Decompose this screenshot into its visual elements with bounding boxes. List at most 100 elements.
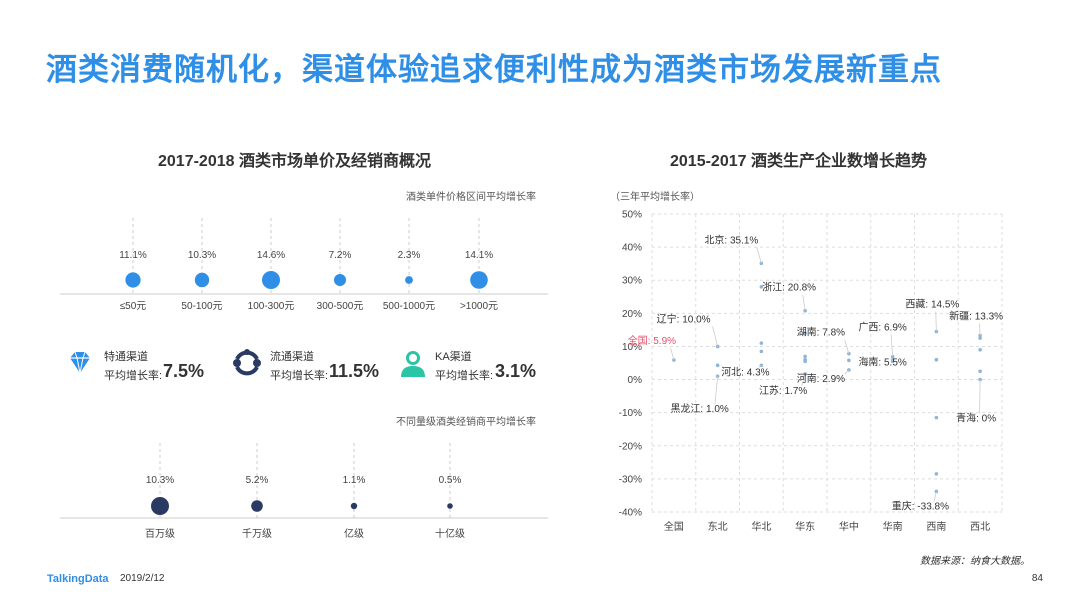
dealer-category-label: 千万级 bbox=[242, 529, 272, 540]
person-icon bbox=[401, 351, 425, 377]
annotation-leader bbox=[801, 373, 806, 387]
region-point bbox=[759, 285, 764, 289]
price-point bbox=[194, 272, 210, 288]
region-annotation: 湖南: 7.8% bbox=[797, 326, 845, 339]
region-x-tick: 华北 bbox=[751, 520, 771, 533]
channel-stat-1 bbox=[66, 348, 94, 381]
region-x-tick: 华东 bbox=[795, 520, 815, 533]
price-category-label: ≤50元 bbox=[119, 301, 147, 312]
region-annotation: 江苏: 1.7% bbox=[759, 384, 807, 397]
channel-value-1: 7.5% bbox=[163, 361, 205, 381]
region-annotation: 西藏: 14.5% bbox=[905, 299, 959, 311]
region-point bbox=[803, 331, 807, 335]
region-x-tick: 华中 bbox=[839, 520, 859, 533]
region-point bbox=[803, 354, 807, 359]
dealer-point bbox=[447, 503, 453, 509]
region-annotation: 重庆: -33.8% bbox=[892, 499, 949, 512]
annotation-leader bbox=[890, 334, 894, 357]
region-point bbox=[978, 377, 982, 382]
region-y-tick: 10% bbox=[622, 342, 642, 353]
price-point bbox=[405, 276, 413, 284]
annotation-leader bbox=[844, 369, 850, 375]
region-annotation: 全国: 5.9% bbox=[628, 334, 676, 347]
region-growth-chart: -40% -30% -20% -10% 0% 10% 20% 30% 40% 50% 全国 东北 华北… bbox=[619, 210, 1004, 534]
region-annotation: 海南: 5.5% bbox=[858, 355, 906, 368]
region-y-tick: -10% bbox=[619, 408, 642, 419]
region-y-tick: -30% bbox=[619, 474, 642, 485]
dealer-level-chart bbox=[60, 443, 548, 519]
dealer-point bbox=[151, 497, 169, 515]
region-y-tick: -20% bbox=[619, 441, 642, 452]
footer-logo: TalkingData bbox=[47, 573, 109, 585]
price-point bbox=[262, 271, 280, 289]
region-point bbox=[759, 349, 764, 354]
annotation-leader bbox=[890, 357, 893, 362]
region-x-tick: 华南 bbox=[883, 520, 903, 533]
region-y-tick: -40% bbox=[619, 508, 642, 519]
dealer-level-note: 不同量级酒类经销商平均增长率 bbox=[396, 417, 536, 428]
right-section-title: 2015-2017 酒类生产企业数增长趋势 bbox=[670, 153, 927, 170]
channel-label-2: 平均增长率: bbox=[270, 370, 329, 382]
region-point bbox=[934, 329, 939, 334]
price-category-label: 50-100元 bbox=[181, 301, 223, 312]
annotation-leader bbox=[670, 347, 675, 361]
dealer-category-label: 百万级 bbox=[145, 529, 175, 540]
region-annotation: 黑龙江: 1.0% bbox=[670, 402, 728, 415]
region-point bbox=[759, 261, 764, 266]
region-annotation: 辽宁: 10.0% bbox=[657, 312, 711, 325]
price-value-label: 11.1% bbox=[119, 250, 147, 261]
price-category-label: 100-300元 bbox=[247, 301, 295, 312]
price-category-label: 500-1000元 bbox=[382, 301, 436, 312]
price-value-label: 10.3% bbox=[187, 250, 217, 261]
price-value-label: 14.1% bbox=[464, 250, 494, 261]
region-annotation: 广西: 6.9% bbox=[858, 322, 906, 334]
region-point bbox=[978, 333, 982, 338]
unit-note: （三年平均增长率） bbox=[610, 192, 700, 203]
region-x-tick: 全国 bbox=[664, 520, 684, 533]
page-number: 84 bbox=[1031, 573, 1043, 584]
channel-label-3: 平均增长率: bbox=[435, 370, 494, 382]
region-point bbox=[934, 472, 939, 476]
region-point bbox=[978, 336, 982, 340]
region-y-tick: 0% bbox=[628, 375, 643, 386]
dealer-value-label: 10.3% bbox=[145, 475, 175, 486]
annotation-leader bbox=[712, 326, 719, 347]
channel-name-2: 流通渠道 bbox=[270, 351, 314, 363]
channel-name-1: 特通渠道 bbox=[104, 351, 148, 363]
circulation-icon bbox=[233, 349, 261, 376]
channel-value-2: 11.5% bbox=[329, 361, 380, 381]
footer-date: 2019/2/12 bbox=[120, 573, 165, 584]
region-point bbox=[759, 341, 764, 345]
price-point bbox=[470, 271, 488, 289]
region-point bbox=[847, 358, 851, 363]
price-value-label: 2.3% bbox=[397, 250, 421, 261]
price-value-label: 7.2% bbox=[328, 250, 352, 261]
annotation-leader bbox=[933, 491, 937, 502]
region-point bbox=[715, 344, 720, 349]
dealer-point bbox=[350, 502, 358, 510]
region-point bbox=[672, 358, 676, 362]
dealer-point bbox=[251, 500, 263, 512]
price-point bbox=[125, 272, 141, 288]
channel-stat-3 bbox=[398, 347, 428, 384]
price-value-label: 14.6% bbox=[256, 250, 286, 261]
region-annotation: 河北: 4.3% bbox=[721, 366, 769, 378]
price-range-chart bbox=[60, 218, 548, 295]
region-y-tick: 50% bbox=[622, 210, 642, 221]
region-annotation: 浙江: 20.8% bbox=[762, 282, 816, 294]
annotation-leader bbox=[979, 323, 981, 336]
data-source: 数据来源：纳食大数据。 bbox=[920, 556, 1030, 567]
channel-stat-2 bbox=[231, 347, 263, 384]
channel-value-3: 3.1% bbox=[495, 361, 537, 381]
region-annotation: 北京: 35.1% bbox=[704, 233, 758, 246]
region-point bbox=[978, 347, 982, 352]
annotation-leader bbox=[844, 339, 850, 354]
page-title: 酒类消费随机化，渠道体验追求便利性成为酒类市场发展新重点 bbox=[46, 52, 942, 87]
dealer-category-label: 十亿级 bbox=[435, 529, 465, 540]
left-section-title: 2017-2018 酒类市场单价及经销商概况 bbox=[158, 153, 431, 170]
annotation-leader bbox=[802, 294, 806, 311]
region-annotation: 新疆: 13.3% bbox=[949, 310, 1003, 323]
price-point bbox=[334, 274, 346, 286]
price-category-label: 300-500元 bbox=[316, 301, 364, 312]
price-range-note: 酒类单件价格区间平均增长率 bbox=[406, 192, 536, 203]
